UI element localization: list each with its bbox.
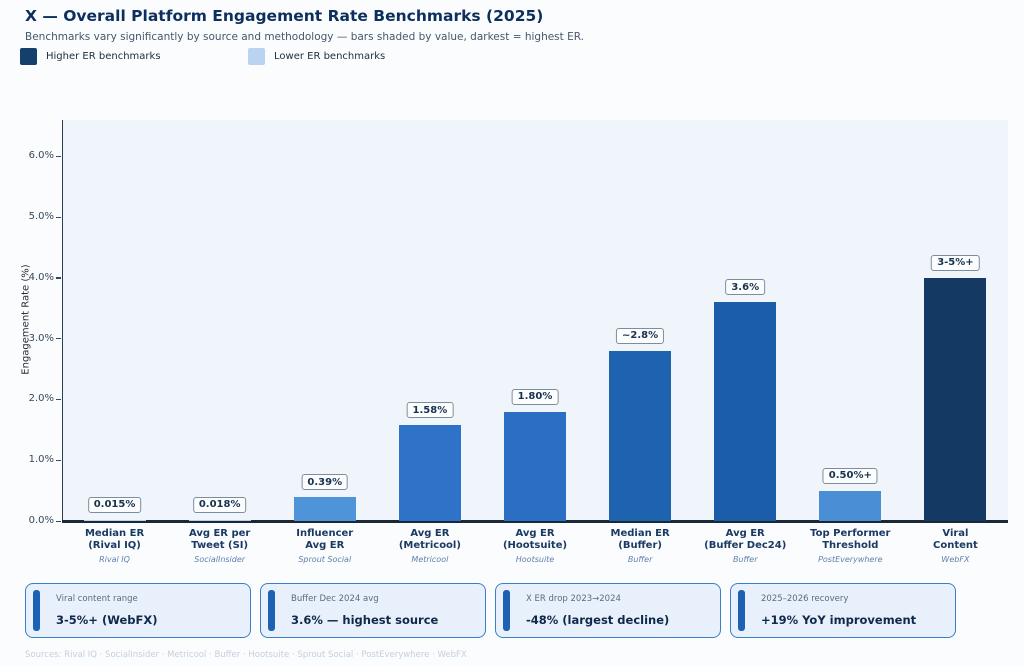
bar-value-label: 3.6% (725, 279, 766, 296)
legend-label: Lower ER benchmarks (274, 51, 386, 62)
card-label: X ER drop 2023→2024 (526, 594, 621, 604)
bar-value-label: 3-5%+ (931, 254, 980, 271)
bar-category-label: (Hootsuite) (502, 539, 568, 551)
card-value: 3.6% — highest source (291, 613, 439, 627)
chart-subtitle: Benchmarks vary significantly by source … (25, 31, 584, 43)
bar-category-label: Tweet (SI) (191, 539, 249, 551)
y-tick-label: 1.0% (28, 454, 54, 466)
bar-category-label: Median ER (84, 528, 145, 539)
card-accent-bar (738, 590, 745, 631)
bar-category-label: Influencer (296, 528, 354, 539)
bar-rival-iq-0 (83, 519, 146, 521)
legend-item-higher-er: Higher ER benchmarks (20, 48, 161, 65)
y-tick-mark (56, 155, 61, 158)
card-label: 2025–2026 recovery (761, 594, 849, 604)
bar-source-label: Buffer (732, 554, 758, 564)
bar-category-label: (Metricool) (398, 539, 461, 551)
bar-category-label: Median ER (610, 528, 670, 539)
bar-source-label: Rival IQ (99, 554, 130, 564)
y-tick-label: 2.0% (28, 393, 54, 405)
bar-webfx-8 (924, 277, 987, 521)
insight-card-er-drop: X ER drop 2023→2024 -48% (largest declin… (495, 583, 721, 638)
insight-card-recovery: 2025–2026 recovery +19% YoY improvement (730, 583, 956, 638)
bar-category-label: Avg ER per (188, 528, 251, 539)
card-accent-bar (33, 590, 40, 631)
bar-source-label: SocialInsider (194, 554, 246, 564)
legend-swatch-dark (20, 48, 37, 65)
bar-value-label: 1.58% (406, 402, 454, 418)
x-axis-line (62, 520, 1008, 523)
bar-hootsuite-4 (504, 411, 566, 521)
x-tick-label: Avg ER (Hootsuite) Hootsuite (503, 528, 567, 564)
bar-category-label: (Buffer Dec24) (704, 539, 787, 551)
y-tick-label: 3.0% (28, 332, 54, 344)
bar-posteverywhere-7 (819, 490, 882, 521)
y-tick-label: 5.0% (28, 211, 54, 223)
bar-value-label: 1.80% (511, 388, 559, 405)
bar-category-label: Avg ER (515, 528, 555, 539)
bar-category-label: Avg ER (410, 528, 450, 539)
page-title: X — Overall Platform Engagement Rate Ben… (25, 7, 544, 25)
bar-value-label: 0.015% (87, 496, 142, 513)
bar-socialinsider-1 (188, 519, 251, 521)
card-value: +19% YoY improvement (761, 613, 917, 627)
x-tick-label: Influencer Avg ER Sprout Social (296, 528, 353, 564)
bar-metricool-3 (398, 425, 461, 521)
bar-category-label: (Rival IQ) (88, 539, 141, 551)
bar-source-label: WebFX (941, 554, 970, 564)
bar-category-label: Avg ER (725, 528, 765, 539)
bar-source-label: Hootsuite (515, 554, 555, 564)
y-tick-label: 0.0% (28, 515, 54, 526)
bar-category-label: Content (933, 539, 978, 551)
legend-swatch-light (248, 48, 265, 65)
card-value: 3-5%+ (WebFX) (56, 613, 158, 627)
bar-value-label: 0.50%+ (822, 467, 878, 484)
bar-buffer-6 (714, 302, 777, 521)
card-label: Viral content range (56, 594, 138, 604)
legend-label: Higher ER benchmarks (46, 51, 161, 62)
x-tick-label: Viral Content WebFX (933, 528, 978, 564)
y-tick-mark (56, 459, 61, 461)
bar-source-label: Metricool (411, 554, 449, 564)
bar-category-label: Avg ER (305, 539, 345, 551)
bar-category-label: (Buffer) (618, 539, 662, 551)
card-value: -48% (largest decline) (526, 613, 670, 627)
bar-source-label: Sprout Social (298, 554, 352, 564)
x-tick-label: Avg ER per Tweet (SI) SocialInsider (189, 528, 250, 564)
bar-value-label: 0.39% (301, 474, 349, 491)
y-tick-mark (56, 338, 61, 340)
sources-footnote: Sources: Rival IQ · SocialInsider · Metr… (25, 650, 467, 660)
bar-sprout-social-2 (293, 497, 356, 521)
y-tick-mark (56, 398, 61, 401)
y-tick-mark (56, 216, 61, 218)
bar-buffer-5 (609, 350, 672, 521)
y-tick-label: 4.0% (28, 271, 54, 283)
y-tick-mark (56, 520, 61, 522)
card-accent-bar (503, 590, 510, 631)
x-tick-label: Avg ER (Buffer Dec24) Buffer (704, 528, 786, 564)
bar-category-label: Threshold (822, 539, 879, 551)
x-tick-label: Median ER (Rival IQ) Rival IQ (85, 528, 144, 564)
x-tick-label: Avg ER (Metricool) Metricool (399, 528, 461, 564)
insight-card-buffer-avg: Buffer Dec 2024 avg 3.6% — highest sourc… (260, 583, 486, 638)
bar-value-label: 0.018% (192, 496, 247, 513)
x-tick-label: Median ER (Buffer) Buffer (611, 528, 670, 564)
y-tick-label: 6.0% (28, 150, 54, 162)
insight-card-viral-range: Viral content range 3-5%+ (WebFX) (25, 583, 251, 638)
y-tick-mark (56, 277, 61, 279)
bar-value-label: ~2.8% (616, 327, 665, 344)
x-tick-label: Top Performer Threshold PostEverywhere (810, 528, 890, 564)
card-label: Buffer Dec 2024 avg (291, 594, 379, 604)
legend-item-lower-er: Lower ER benchmarks (248, 48, 385, 65)
bar-category-label: Viral (942, 528, 969, 539)
bar-source-label: PostEverywhere (818, 554, 883, 564)
card-accent-bar (268, 590, 275, 631)
bar-source-label: Buffer (627, 554, 653, 564)
bar-category-label: Top Performer (810, 528, 891, 539)
